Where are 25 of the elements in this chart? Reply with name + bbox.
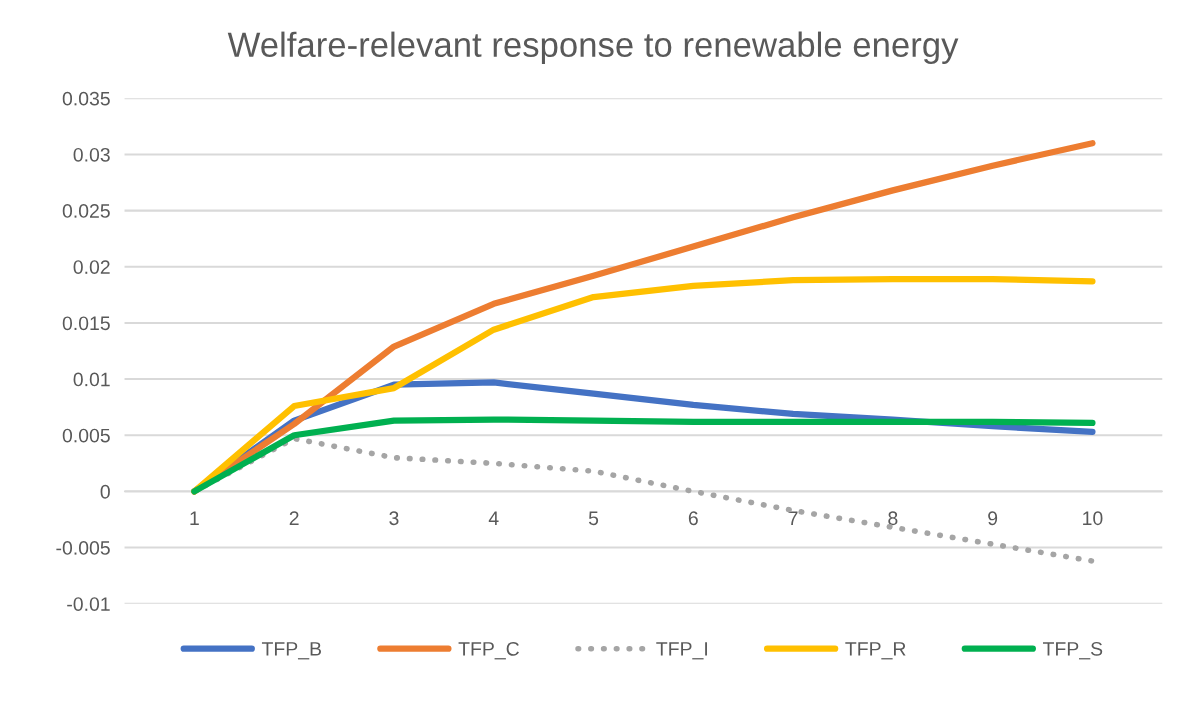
y-tick-label: -0.01 <box>67 597 110 611</box>
y-tick-label: 0.015 <box>62 316 110 331</box>
x-tick-label: 9 <box>988 511 998 526</box>
x-tick-label: 1 <box>190 511 199 525</box>
x-tick-label: 10 <box>1083 511 1103 526</box>
y-tick-label: 0.035 <box>62 91 110 106</box>
y-tick-label: 0.03 <box>73 147 110 162</box>
y-tick-label: -0.005 <box>56 541 110 555</box>
x-tick-label: 2 <box>289 511 299 525</box>
x-tick-label: 4 <box>488 511 499 525</box>
y-tick-label: 0.01 <box>73 372 110 387</box>
y-tick-label: 0.005 <box>62 428 110 443</box>
legend-label: TFP_S <box>1043 641 1103 660</box>
legend-label: TFP_R <box>845 642 906 660</box>
legend-label: TFP_B <box>261 642 321 660</box>
x-tick-label: 5 <box>588 511 599 526</box>
y-tick-label: 0.02 <box>73 260 110 274</box>
chart-title: Welfare-relevant response to renewable energy <box>227 31 959 64</box>
y-tick-label: 0.025 <box>62 204 110 218</box>
y-tick-label: 0 <box>100 484 110 499</box>
legend-label: TFP_I <box>656 642 707 660</box>
x-tick-label: 6 <box>688 511 698 526</box>
x-tick-label: 8 <box>888 511 898 526</box>
legend-label: TFP_C <box>458 641 519 660</box>
x-tick-label: 3 <box>389 511 399 526</box>
